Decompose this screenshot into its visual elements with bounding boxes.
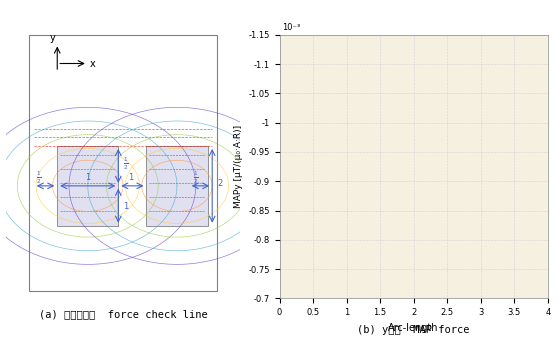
Text: y: y (50, 33, 55, 43)
Text: (a) 자계분포와  force check line: (a) 자계분포와 force check line (39, 309, 207, 319)
Text: 1: 1 (86, 173, 91, 182)
FancyBboxPatch shape (146, 146, 207, 226)
Text: 1: 1 (127, 173, 133, 182)
FancyBboxPatch shape (29, 35, 217, 291)
Y-axis label: MAPy [μT/(μ₀·A·R)]: MAPy [μT/(μ₀·A·R)] (234, 125, 243, 208)
FancyBboxPatch shape (57, 146, 119, 226)
Text: $\frac{1}{2}$: $\frac{1}{2}$ (193, 170, 199, 186)
Text: $\frac{1}{2}$: $\frac{1}{2}$ (36, 170, 42, 186)
Text: 10⁻³: 10⁻³ (282, 23, 300, 32)
Text: $\frac{1}{2}$: $\frac{1}{2}$ (123, 155, 129, 172)
Text: 2: 2 (217, 179, 222, 188)
X-axis label: Arc-length: Arc-length (389, 323, 439, 333)
Text: (b) y방향  MAP force: (b) y방향 MAP force (357, 325, 470, 335)
Text: 1: 1 (123, 202, 128, 211)
Text: x: x (90, 59, 96, 68)
